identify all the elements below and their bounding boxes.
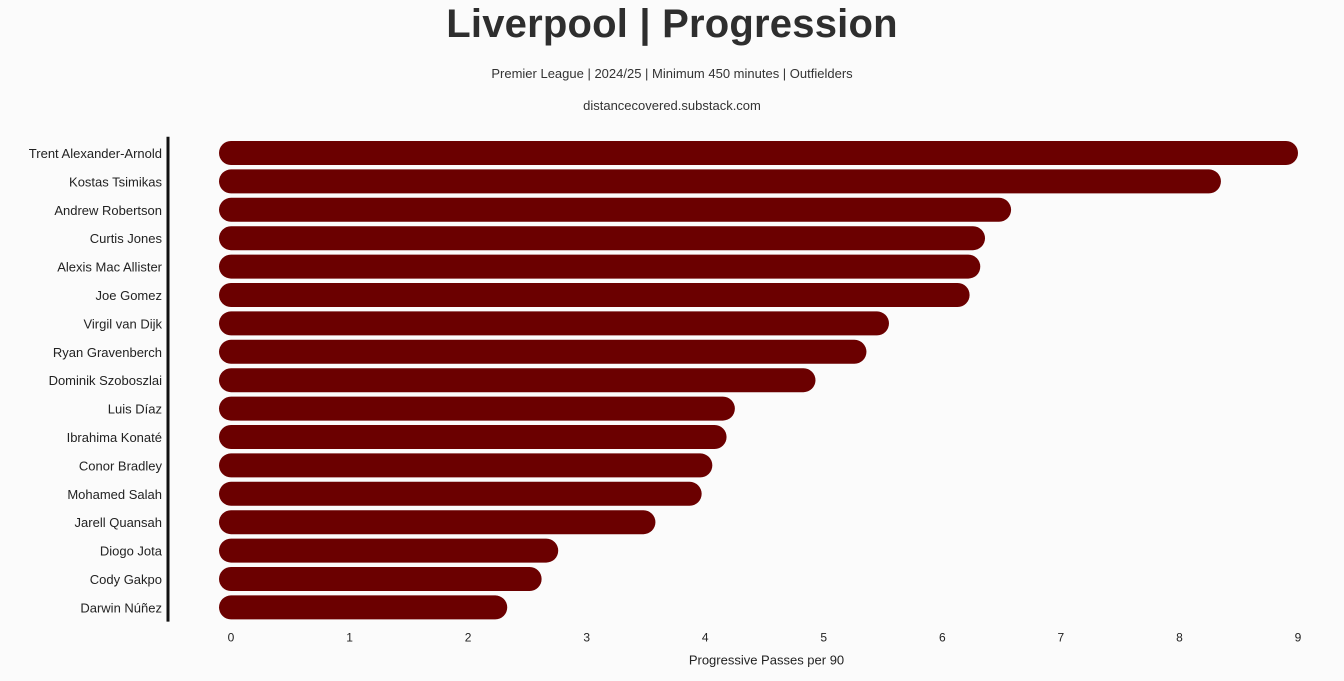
bar-10 xyxy=(219,396,735,421)
y-tick-label: Cody Gakpo xyxy=(90,572,162,587)
y-tick-label: Ibrahima Konaté xyxy=(67,430,162,445)
x-tick-label: 9 xyxy=(1295,631,1302,645)
bar-14 xyxy=(219,510,656,535)
y-tick-label: Luis Díaz xyxy=(108,402,162,417)
x-tick-label: 8 xyxy=(1176,631,1183,645)
bar-11 xyxy=(219,425,727,449)
bar-7 xyxy=(219,311,889,336)
bar-2 xyxy=(219,169,1221,194)
x-tick-label: 3 xyxy=(583,631,590,645)
x-tick-label: 4 xyxy=(702,631,709,645)
x-axis-label: Progressive Passes per 90 xyxy=(689,653,844,668)
bar-9 xyxy=(219,368,816,393)
bar-5 xyxy=(219,254,981,279)
x-tick-label: 0 xyxy=(228,631,235,645)
bar-16 xyxy=(219,567,542,591)
bar-12 xyxy=(219,453,713,478)
bar-17 xyxy=(219,595,508,620)
x-tick-label: 2 xyxy=(465,631,472,645)
bar-4 xyxy=(219,226,986,251)
bar-1 xyxy=(219,141,1298,165)
chart-subtitle: Premier League | 2024/25 | Minimum 450 m… xyxy=(491,66,853,81)
y-tick-label: Conor Bradley xyxy=(79,458,163,473)
y-tick-label: Mohamed Salah xyxy=(67,487,162,502)
y-tick-label: Jarell Quansah xyxy=(75,515,162,530)
x-tick-label: 7 xyxy=(1058,631,1065,645)
x-tick-label: 1 xyxy=(346,631,353,645)
bar-6 xyxy=(219,283,970,307)
bar-8 xyxy=(219,339,867,364)
bar-13 xyxy=(219,481,702,506)
chart-source: distancecovered.substack.com xyxy=(583,98,761,113)
y-tick-label: Curtis Jones xyxy=(90,231,163,246)
bar-15 xyxy=(219,538,559,563)
y-tick-label: Ryan Gravenberch xyxy=(53,345,162,360)
y-tick-label: Andrew Robertson xyxy=(54,203,162,218)
y-tick-label: Trent Alexander-Arnold xyxy=(29,146,162,161)
bar-3 xyxy=(219,197,1012,222)
y-tick-label: Joe Gomez xyxy=(96,288,162,303)
x-tick-label: 5 xyxy=(820,631,827,645)
y-tick-label: Darwin Núñez xyxy=(80,600,162,615)
y-tick-label: Virgil van Dijk xyxy=(83,316,162,331)
y-tick-label: Alexis Mac Allister xyxy=(57,260,162,275)
x-tick-label: 6 xyxy=(939,631,946,645)
chart-title: Liverpool | Progression xyxy=(446,2,898,46)
y-tick-label: Dominik Szoboszlai xyxy=(49,373,163,388)
y-tick-label: Diogo Jota xyxy=(100,544,163,559)
y-tick-label: Kostas Tsimikas xyxy=(69,174,162,189)
